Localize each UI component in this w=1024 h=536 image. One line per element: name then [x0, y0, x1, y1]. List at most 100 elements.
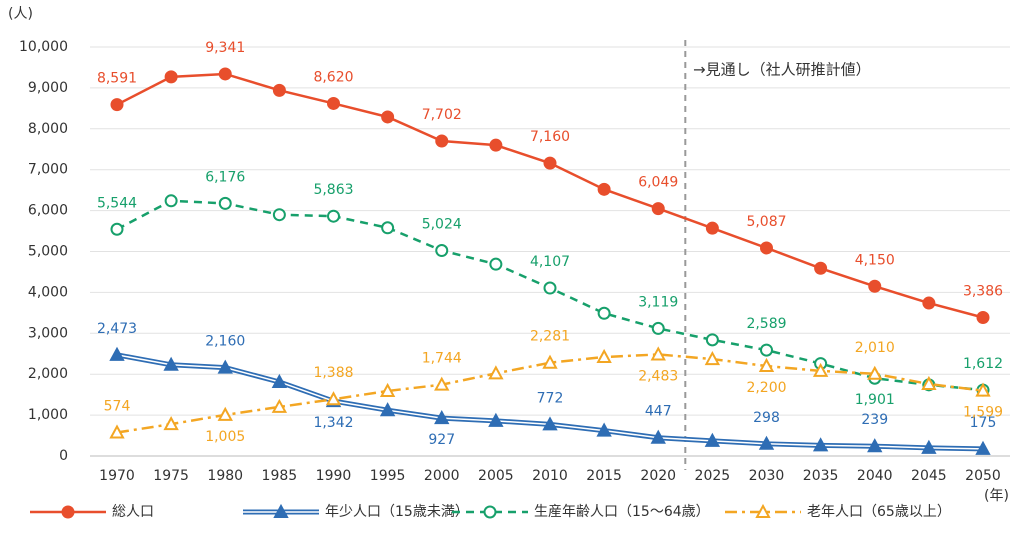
point [868, 279, 882, 293]
x-tick-label: 2025 [695, 468, 731, 484]
y-tick-label: 10,000 [19, 39, 68, 55]
data-label: 5,024 [422, 217, 462, 233]
legend-marker [483, 505, 497, 519]
point [921, 439, 937, 454]
point [163, 356, 179, 371]
point [110, 98, 124, 112]
data-label: 5,087 [746, 214, 786, 230]
point [489, 257, 503, 271]
x-tick-label: 2035 [803, 468, 839, 484]
y-tick-label: 0 [59, 448, 68, 464]
point [650, 429, 666, 444]
legend-label: 年少人口（15歳未満） [325, 504, 469, 520]
data-label: 2,160 [205, 334, 245, 350]
data-label: 447 [645, 404, 672, 420]
data-label: 4,150 [855, 252, 895, 268]
y-tick-label: 2,000 [28, 366, 68, 382]
y-tick-label: 6,000 [28, 203, 68, 219]
point [327, 96, 340, 110]
point [922, 296, 936, 310]
point [651, 321, 665, 335]
point [596, 422, 612, 437]
point [650, 346, 666, 361]
data-label: 1,744 [422, 351, 462, 367]
point [921, 375, 937, 391]
data-label: 2,200 [746, 380, 786, 396]
x-tick-label: 1975 [153, 468, 189, 484]
data-label: 8,591 [97, 71, 137, 87]
data-label: 2,483 [638, 368, 678, 384]
point [489, 138, 503, 152]
data-label: 7,702 [422, 107, 462, 123]
point [109, 346, 125, 361]
point [596, 348, 612, 364]
data-label: 4,107 [530, 254, 570, 270]
point [976, 311, 990, 325]
legend-item: 年少人口（15歳未満） [243, 503, 469, 520]
point [758, 357, 775, 373]
point [975, 382, 991, 397]
legend-marker [61, 505, 75, 519]
data-label: 7,160 [530, 129, 570, 145]
point [812, 362, 829, 377]
data-label: 9,341 [205, 40, 245, 56]
point [812, 437, 829, 452]
y-tick-label: 3,000 [28, 325, 68, 341]
data-label: 2,281 [530, 329, 570, 345]
x-tick-label: 2045 [911, 468, 947, 484]
point [381, 110, 395, 124]
data-label: 772 [537, 390, 564, 406]
point [435, 134, 449, 148]
x-tick-label: 2015 [586, 468, 622, 484]
x-axis-label: (年) [984, 488, 1009, 504]
point [163, 416, 179, 431]
point [542, 416, 558, 431]
legend-item: 生産年齢人口（15～64歳） [452, 504, 710, 520]
annotation: →見通し（社人研推計値） [693, 61, 871, 79]
data-label: 927 [428, 432, 455, 448]
data-label: 1,901 [855, 392, 895, 408]
point [488, 412, 504, 427]
data-label: 574 [104, 399, 131, 415]
legend-marker [273, 503, 289, 518]
point [543, 281, 557, 295]
legend-label: 総人口 [112, 504, 154, 520]
point [705, 333, 719, 347]
point [272, 83, 286, 97]
point [164, 70, 178, 84]
point [434, 376, 450, 391]
point [814, 261, 828, 275]
y-tick-label: 7,000 [28, 162, 68, 178]
point [325, 391, 342, 406]
x-tick-label: 2020 [640, 468, 676, 484]
point [272, 208, 286, 222]
legend-marker [755, 503, 771, 518]
legend-item: 老年人口（65歳以上） [725, 503, 951, 520]
x-tick-label: 2010 [532, 468, 568, 484]
data-label: 3,386 [963, 284, 1003, 300]
data-label: 1,342 [313, 415, 353, 431]
point [164, 194, 178, 208]
point [218, 196, 232, 210]
point [327, 209, 340, 223]
point [543, 156, 557, 170]
data-label: 1,612 [963, 356, 1003, 372]
data-label: 1,005 [205, 429, 245, 445]
point [381, 221, 395, 235]
point [271, 398, 288, 413]
x-tick-label: 2000 [424, 468, 460, 484]
point [975, 440, 991, 455]
legend-label: 生産年齢人口（15～64歳） [534, 504, 710, 520]
data-label: 5,544 [97, 195, 137, 211]
point [760, 343, 773, 357]
point [758, 435, 775, 450]
point [651, 202, 665, 216]
y-tick-label: 9,000 [28, 80, 68, 96]
data-label: 2,010 [855, 340, 895, 356]
y-tick-label: 8,000 [28, 121, 68, 137]
data-label: 6,176 [205, 169, 245, 185]
point [379, 402, 396, 417]
y-tick-label: 5,000 [28, 244, 68, 260]
x-tick-label: 2040 [857, 468, 893, 484]
point [218, 67, 232, 81]
